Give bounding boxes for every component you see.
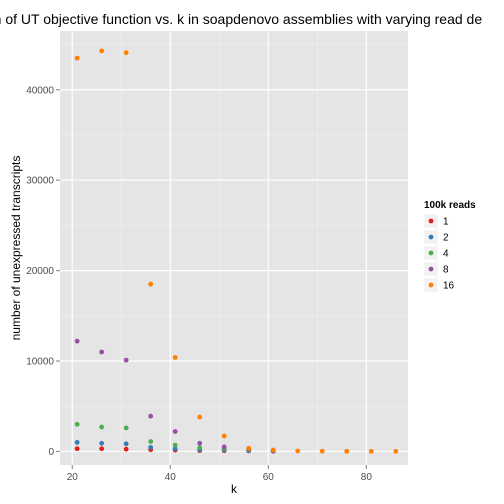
legend-label-2: 2 [443,233,449,244]
data-point-series-2 [99,440,105,446]
major-gridlines [60,31,408,465]
data-point-series-2 [74,439,80,445]
y-tick-label: 0 [48,447,54,458]
data-points [74,48,399,454]
data-point-series-16 [197,414,203,420]
data-point-series-8 [197,440,203,446]
minor-gridlines [60,31,408,465]
data-point-series-2 [172,446,178,452]
legend-marker-4 [428,250,434,256]
data-point-series-8 [123,357,129,363]
legend-marker-8 [428,266,434,272]
legend-label-1: 1 [443,217,449,228]
legend: 100k reads 1 2 4 8 16 [423,200,476,293]
legend-marker-16 [428,282,434,288]
y-tick-label: 40000 [26,85,54,96]
data-point-series-16 [172,355,178,360]
data-point-series-8 [148,413,154,419]
data-point-series-16 [393,448,399,454]
y-axis-title: number of unexpressed transcripts [9,156,23,341]
data-point-series-4 [123,425,129,431]
x-tick-label: 80 [361,472,373,483]
data-point-series-1 [99,446,105,452]
data-point-series-16 [344,448,350,454]
data-point-series-8 [221,444,227,450]
data-point-series-4 [197,445,203,451]
x-tick-label: 60 [263,472,275,483]
data-point-series-16 [148,281,154,287]
y-tick-label: 10000 [26,357,54,368]
data-point-series-2 [148,444,154,450]
data-point-series-8 [172,429,178,434]
data-point-series-4 [99,424,105,430]
data-point-series-4 [74,421,80,427]
data-point-series-16 [368,448,374,454]
x-tick-label: 20 [67,472,79,483]
data-point-series-16 [221,433,227,439]
data-point-series-16 [319,448,325,454]
data-point-series-2 [123,441,129,447]
chart-title: on of UT objective function vs. k in soa… [0,11,482,27]
legend-marker-2 [428,234,434,240]
axis-ticks: 20 40 60 80 0 10000 20000 30000 40000 [26,85,372,483]
y-tick-label: 30000 [26,176,54,187]
data-point-series-1 [123,446,129,452]
legend-title: 100k reads [424,200,476,211]
data-point-series-4 [172,442,178,448]
panel-background [60,31,408,465]
data-point-series-16 [295,448,301,454]
legend-label-16: 16 [443,281,455,292]
data-point-series-16 [270,447,276,453]
x-tick-label: 40 [165,472,177,483]
data-point-series-16 [99,48,105,54]
data-point-series-8 [74,338,80,344]
data-point-series-16 [246,445,252,451]
data-point-series-16 [123,50,129,56]
legend-marker-1 [428,218,434,224]
y-tick-label: 20000 [26,266,54,277]
data-point-series-4 [148,439,154,444]
data-point-series-1 [74,446,80,452]
data-point-series-8 [99,349,105,355]
legend-label-4: 4 [443,249,449,260]
legend-label-8: 8 [443,265,449,276]
x-axis-title: k [231,482,238,496]
data-point-series-16 [74,55,80,61]
